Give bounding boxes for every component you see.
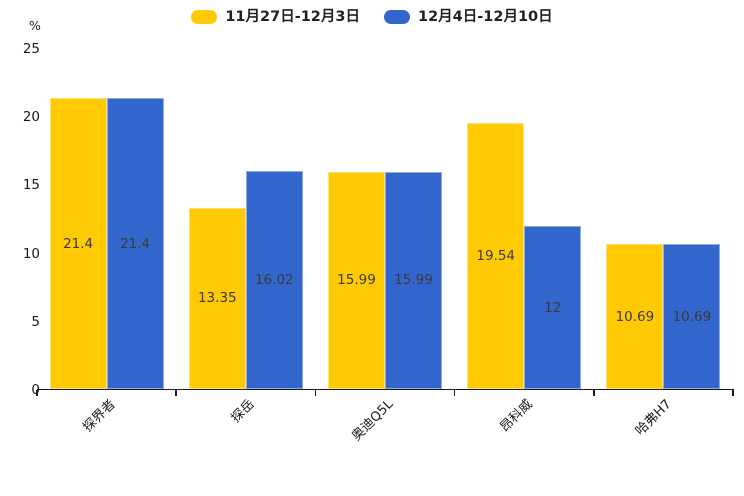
bar-series1-category2 <box>188 207 246 389</box>
x-axis-tick-mark <box>314 390 317 396</box>
y-tick-label-5: 5 <box>31 313 40 330</box>
bar-series2-category2 <box>245 171 303 389</box>
x-axis-tick-mark <box>36 390 38 396</box>
legend-item-period1[interactable]: 11月27日-12月3日 <box>191 8 360 26</box>
legend-label-period1: 11月27日-12月3日 <box>225 9 360 25</box>
y-tick-label-15: 15 <box>22 177 40 194</box>
bar-series2-category5 <box>663 244 721 389</box>
x-category-label-2: 探岳 <box>228 397 258 427</box>
x-axis-line <box>37 388 734 391</box>
bar-series1-category5 <box>606 244 664 389</box>
y-tick-label-10: 10 <box>22 245 40 262</box>
y-tick-label-20: 20 <box>22 109 40 126</box>
bar-series1-category4 <box>467 123 525 389</box>
bar-series1-category3 <box>328 171 385 389</box>
bar-series2-category3 <box>385 171 442 389</box>
x-category-label-5: 哈弗H7 <box>633 397 676 439</box>
chart-legend: 11月27日-12月3日 12月4日-12月10日 <box>0 8 744 26</box>
x-axis-tick-mark <box>732 390 734 396</box>
bar-series1-category1 <box>49 98 107 389</box>
x-axis-tick-mark <box>593 390 595 396</box>
x-category-label-1: 探界者 <box>80 397 119 436</box>
x-axis-tick-mark <box>453 390 456 396</box>
bar-series2-category4 <box>524 226 582 389</box>
x-axis-tick-mark <box>175 390 177 396</box>
y-tick-label-0: 0 <box>0 381 40 399</box>
legend-item-period2[interactable]: 12月4日-12月10日 <box>384 8 553 26</box>
bar-series2-category1 <box>106 98 164 389</box>
y-tick-label-25: 25 <box>22 41 40 57</box>
legend-label-period2: 12月4日-12月10日 <box>418 9 553 25</box>
y-axis-unit-label: % <box>29 18 41 33</box>
x-category-label-3: 奥迪Q5L <box>349 397 397 445</box>
x-category-label-4: 昂科威 <box>497 397 536 436</box>
legend-swatch-period2-icon <box>384 10 410 24</box>
legend-swatch-period1-icon <box>191 10 218 24</box>
